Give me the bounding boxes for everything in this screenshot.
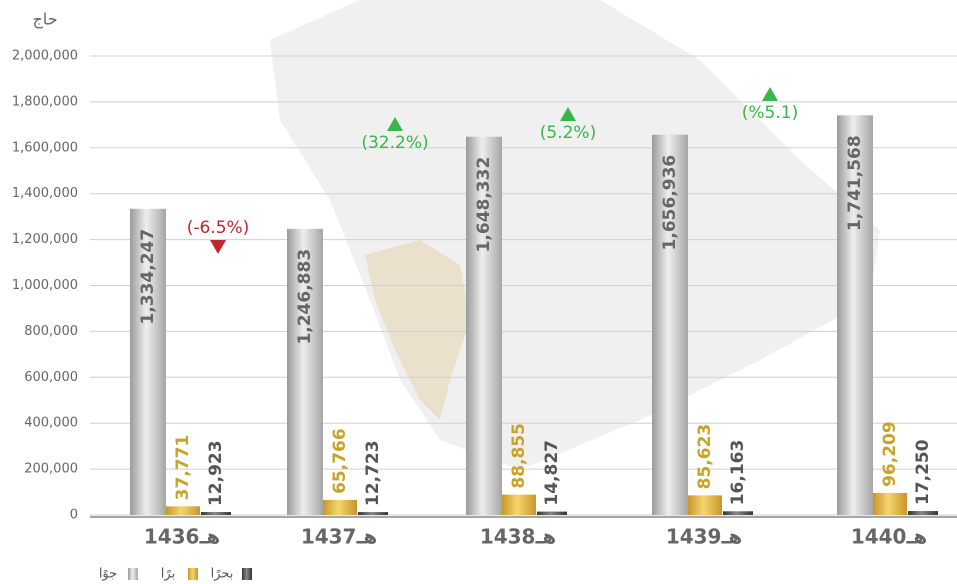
y-tick-label: 800,000 [24, 324, 78, 339]
bar [466, 136, 502, 515]
legend-swatch [242, 568, 252, 580]
x-tick-label: 1439هـ [666, 525, 742, 549]
value-label: 17,250 [913, 439, 933, 505]
annotation-arrow [387, 117, 403, 131]
value-label: 12,923 [206, 440, 226, 506]
annotation: (%5.1) [742, 103, 798, 123]
bar [652, 134, 688, 515]
bar [201, 512, 231, 515]
value-label: 37,771 [173, 435, 193, 501]
value-label: 65,766 [330, 428, 350, 494]
y-tick-label: 1,400,000 [12, 186, 78, 201]
bar [358, 512, 388, 515]
bar [688, 495, 722, 515]
y-tick-label: 2,000,000 [12, 49, 78, 64]
x-tick-label: 1437هـ [301, 525, 377, 549]
y-tick-label: 200,000 [24, 462, 78, 477]
bar [873, 492, 907, 515]
bar [166, 506, 200, 515]
y-tick-label: 0 [70, 508, 78, 523]
y-tick-label: 1,800,000 [12, 94, 78, 109]
x-tick-label: 1440هـ [851, 525, 927, 549]
bar [287, 228, 323, 516]
value-label: 88,855 [509, 423, 529, 489]
value-label: 1,741,568 [845, 135, 865, 231]
value-label: 1,648,332 [474, 157, 494, 253]
annotation: (-6.5%) [187, 218, 250, 238]
value-label: 96,209 [880, 421, 900, 487]
value-label: 12,723 [363, 440, 383, 506]
bar [837, 115, 873, 515]
bar [723, 511, 753, 515]
value-label: 1,246,883 [295, 249, 315, 345]
y-tick-label: 400,000 [24, 416, 78, 431]
x-tick-label: 1436هـ [144, 525, 220, 549]
annotation-arrow [560, 107, 576, 121]
y-tick-label: 600,000 [24, 370, 78, 385]
legend-swatch [128, 568, 138, 580]
bar [537, 511, 567, 515]
y-axis-label: حاج [32, 10, 57, 30]
y-tick-label: 1,200,000 [12, 232, 78, 247]
map-background [270, 0, 880, 470]
bar [323, 499, 357, 515]
bar [502, 494, 536, 515]
legend-label: جوًا [99, 567, 117, 582]
annotation: (5.2%) [540, 123, 596, 143]
legend-swatch [188, 568, 198, 580]
bar [908, 511, 938, 515]
annotation-arrow [210, 240, 226, 254]
value-label: 16,163 [728, 440, 748, 506]
annotation-arrow [762, 87, 778, 101]
value-label: 1,656,936 [660, 155, 680, 251]
y-tick-label: 1,000,000 [12, 278, 78, 293]
legend-label: بحرًا [211, 567, 234, 582]
value-label: 85,623 [695, 424, 715, 490]
value-label: 14,827 [542, 440, 562, 506]
y-tick-label: 1,600,000 [12, 140, 78, 155]
bar [130, 208, 166, 515]
legend-label: برًا [161, 567, 175, 582]
annotation: (32.2%) [361, 133, 428, 153]
value-label: 1,334,247 [138, 229, 158, 325]
x-tick-label: 1438هـ [480, 525, 556, 549]
